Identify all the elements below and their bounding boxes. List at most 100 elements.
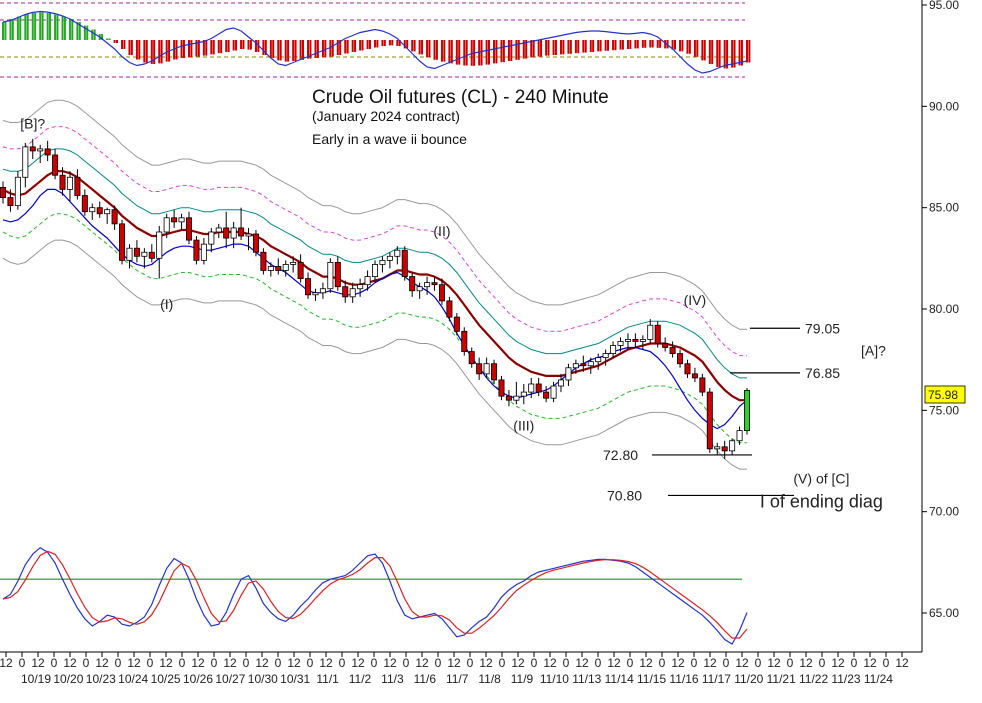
candle-body (238, 227, 245, 237)
x-date-tick-label: 11/15 (637, 672, 666, 686)
x-hour-tick-label: 0 (115, 656, 122, 670)
candle-body (0, 186, 6, 198)
x-hour-tick-label: 0 (787, 656, 794, 670)
x-hour-tick-label: 0 (499, 656, 506, 670)
x-hour-tick-label: 12 (735, 656, 749, 670)
chart-title: Crude Oil futures (CL) - 240 Minute (312, 87, 609, 108)
candle-body (729, 440, 736, 452)
candle-body (275, 266, 282, 271)
x-hour-tick-label: 0 (19, 656, 26, 670)
x-hour-tick-label: 0 (243, 656, 250, 670)
x-date-tick-label: 11/21 (767, 672, 796, 686)
candle-body (290, 261, 297, 265)
candle-body (461, 330, 468, 352)
wave-label: (I) (160, 296, 173, 312)
candle-body (22, 146, 29, 178)
candle-body (602, 353, 609, 359)
candle-body (699, 377, 706, 393)
candle-body (662, 343, 669, 348)
candle-body (305, 278, 312, 296)
candle-body (669, 347, 676, 354)
candle-body (89, 207, 96, 213)
x-hour-tick-label: 0 (851, 656, 858, 670)
lower-indicator-red-line (2, 550, 748, 639)
candle-body (691, 373, 698, 379)
candle-body (550, 385, 557, 399)
candle-body (44, 148, 51, 156)
candle-body (639, 338, 646, 342)
x-date-tick-label: 11/6 (414, 672, 437, 686)
candle-body (74, 176, 81, 196)
candle-body (491, 363, 498, 381)
price-level-label: 79.05 (805, 320, 840, 336)
x-hour-tick-label: 0 (467, 656, 474, 670)
x-hour-tick-label: 0 (51, 656, 58, 670)
last-price-box (924, 385, 966, 404)
x-hour-tick-label: 12 (447, 656, 461, 670)
candle-body (617, 341, 624, 346)
candle-body (535, 383, 542, 393)
candle-body (610, 345, 617, 354)
x-hour-tick-label: 0 (435, 656, 442, 670)
x-date-tick-label: 10/23 (86, 672, 116, 686)
x-hour-tick-label: 0 (275, 656, 282, 670)
candle-body (163, 217, 170, 233)
candle-body (349, 288, 356, 298)
candle-body (96, 207, 103, 215)
x-hour-tick-label: 12 (63, 656, 77, 670)
candle-body (66, 176, 73, 190)
x-hour-tick-label: 12 (255, 656, 269, 670)
candle-body (119, 223, 126, 261)
x-date-tick-label: 11/10 (540, 672, 569, 686)
x-date-tick-label: 10/25 (151, 672, 181, 686)
candle-body (572, 363, 579, 369)
upper-indicator-panel (0, 2, 751, 78)
envelope-band-line (2, 126, 747, 357)
candle-body (7, 197, 14, 207)
candle-body (133, 247, 140, 257)
candle-body (357, 284, 364, 290)
candle-body (52, 154, 59, 176)
price-level-label: 76.85 (805, 365, 840, 381)
x-hour-tick-label: 0 (595, 656, 602, 670)
candle-body (319, 288, 326, 294)
candle-body (401, 249, 408, 277)
x-date-tick-label: 10/24 (118, 672, 148, 686)
candle-body (178, 217, 185, 223)
x-hour-tick-label: 12 (0, 656, 13, 670)
x-hour-tick-label: 12 (895, 656, 909, 670)
candle-body (215, 227, 222, 233)
candle-body (364, 276, 371, 286)
chart-subtitle: (January 2024 contract) (312, 108, 460, 124)
candle-body (624, 338, 631, 342)
candle-body (520, 391, 527, 397)
x-hour-tick-label: 12 (511, 656, 525, 670)
x-hour-tick-label: 12 (671, 656, 685, 670)
candle-body (81, 195, 88, 213)
x-date-tick-label: 10/31 (280, 672, 310, 686)
x-hour-tick-label: 12 (287, 656, 301, 670)
x-date-tick-label: 10/27 (215, 672, 245, 686)
candle-body (677, 353, 684, 365)
x-hour-tick-label: 0 (307, 656, 314, 670)
x-date-tick-label: 10/26 (183, 672, 213, 686)
envelope-band-line (2, 99, 747, 330)
wave-label: I of ending diag (760, 492, 883, 512)
x-date-tick-label: 11/3 (381, 672, 404, 686)
candle-body (706, 391, 713, 450)
x-hour-tick-label: 12 (767, 656, 781, 670)
chart-note: Early in a wave ii bounce (312, 131, 467, 147)
y-axis: 95.00 90.00 85.00 80.00 75.00 70.00 65.00 (922, 0, 959, 620)
y-tick-label: 70.00 (929, 505, 959, 519)
candle-body (416, 286, 423, 292)
x-date-tick-label: 11/16 (669, 672, 698, 686)
candle-body (126, 247, 133, 261)
candle-body (193, 239, 200, 261)
y-tick-label: 85.00 (929, 201, 959, 215)
x-hour-tick-label: 0 (819, 656, 826, 670)
candle-body (379, 259, 386, 265)
x-hour-tick-label: 12 (799, 656, 813, 670)
last-price-label: 75.98 (928, 388, 958, 402)
wave-label: [B]? (20, 116, 45, 132)
x-hour-tick-label: 0 (531, 656, 538, 670)
